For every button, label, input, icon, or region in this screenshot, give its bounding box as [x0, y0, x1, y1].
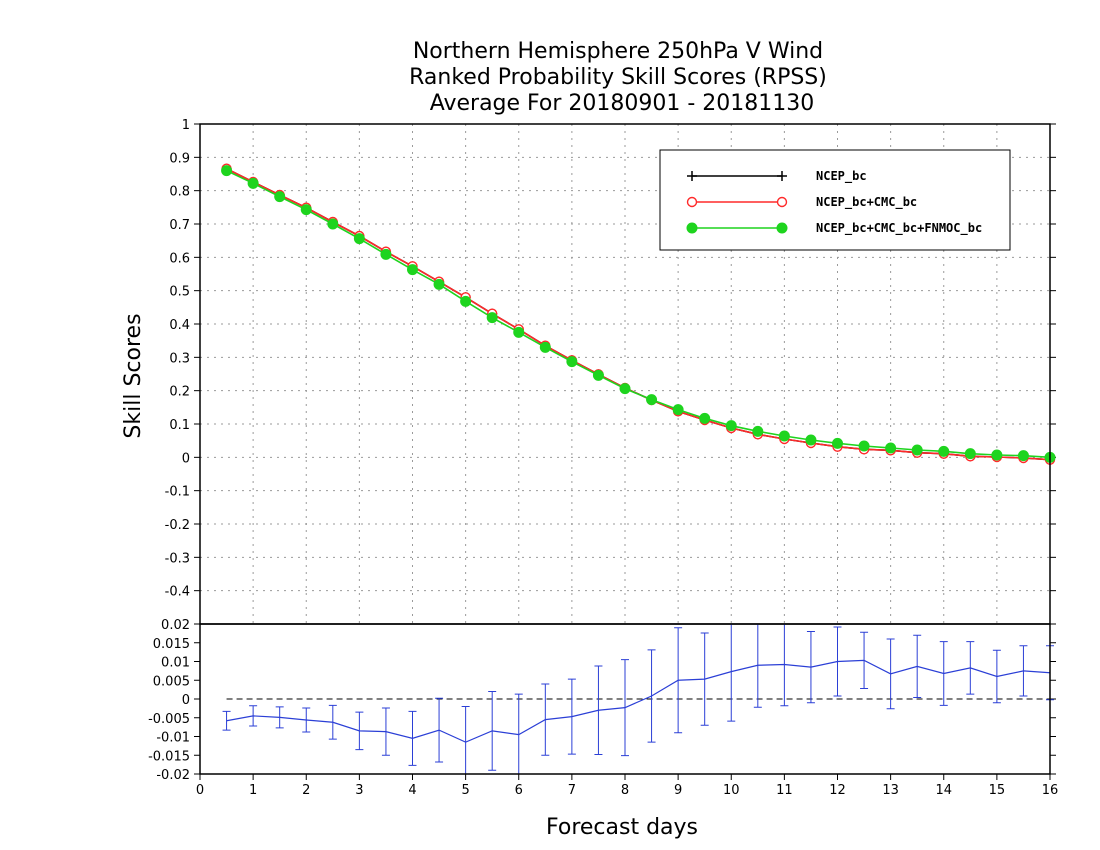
legend-label: NCEP_bc+CMC_bc: [816, 195, 917, 210]
y-tick-label: -0.1: [165, 485, 190, 500]
y-tick-label: 0.6: [169, 251, 190, 266]
series-point-filled: [300, 204, 312, 216]
series-point-filled: [725, 420, 737, 432]
series-point-filled: [885, 442, 897, 454]
x-tick-label: 16: [1042, 783, 1059, 798]
series-point-filled: [380, 248, 392, 260]
legend: NCEP_bc NCEP_bc+CMC_bc NCEP_bc+CMC_bc+FNMO…: [659, 149, 1011, 251]
title-line-3: Average For 20180901 - 20181130: [430, 91, 815, 116]
y-tick-label: 0.4: [169, 318, 190, 333]
y-tick-label: 0.2: [169, 385, 190, 400]
y-tick-label: 0.9: [169, 151, 190, 166]
series-point-filled: [327, 218, 339, 230]
diff-y-tick-label: -0.015: [148, 749, 190, 764]
diff-y-ticks: 0.02 0.015 0.01 0.005 0 -0.005 -0.01 -0.015 -0.0…: [148, 618, 1056, 783]
diff-y-tick-label: 0.005: [153, 674, 190, 689]
series-point-filled: [221, 165, 233, 177]
x-tick-label: 10: [723, 783, 740, 798]
difference-panel: 0.02 0.015 0.01 0.005 0 -0.005 -0.01 -0.015 -0.0…: [148, 618, 1056, 783]
x-tick-label: 12: [829, 783, 846, 798]
series-point-filled: [566, 356, 578, 368]
series-point-filled: [486, 312, 498, 324]
series-point-filled: [247, 177, 259, 189]
legend-item-0: NCEP_bc: [687, 169, 867, 184]
diff-y-tick-label: -0.005: [148, 712, 190, 727]
diff-y-tick-label: 0.01: [161, 656, 190, 671]
y-tick-label: 0: [182, 451, 190, 466]
x-tick-label: 7: [568, 783, 576, 798]
y-tick-label: 0.1: [169, 418, 190, 433]
error-bar: [727, 624, 736, 722]
x-tick-label: 4: [408, 783, 416, 798]
x-tick-label: 3: [355, 783, 363, 798]
x-tick-label: 15: [989, 783, 1006, 798]
title-line-1: Northern Hemisphere 250hPa V Wind: [413, 39, 823, 64]
series-point-filled: [274, 191, 286, 203]
x-tick-label: 9: [674, 783, 682, 798]
main-series-layer: [221, 163, 1056, 465]
legend-item-2: NCEP_bc+CMC_bc+FNMOC_bc: [686, 221, 982, 236]
legend-label: NCEP_bc: [816, 169, 867, 184]
series-point-filled: [964, 448, 976, 460]
x-tick-label: 1: [249, 783, 257, 798]
y-tick-label: -0.3: [165, 551, 190, 566]
error-bar: [461, 706, 470, 774]
diff-y-tick-label: 0.02: [161, 618, 190, 633]
series-point-filled: [938, 445, 950, 457]
series-point-filled: [407, 264, 418, 276]
y-tick-label: 0.8: [169, 185, 190, 200]
series-point-filled: [539, 341, 551, 353]
series-point-filled: [672, 404, 684, 416]
y-tick-label: -0.2: [165, 518, 190, 533]
series-point-filled: [353, 233, 365, 245]
series-point-filled: [619, 383, 631, 395]
x-tick-label: 6: [515, 783, 523, 798]
series-point-filled: [460, 295, 472, 307]
series-point-filled: [592, 369, 604, 381]
y-tick-label: 1: [182, 118, 190, 133]
diff-y-tick-label: 0.015: [153, 637, 190, 652]
x-tick-label: 13: [882, 783, 899, 798]
series-point-filled: [832, 437, 843, 449]
main-plot-panel: 1 0.9 0.8 0.7 0.6 0.5 0.4 0.3 0.2 0.1 0 -0.1 -0.2 -0.…: [165, 118, 1056, 625]
y-axis-label: Skill Scores: [121, 313, 146, 438]
x-tick-label: 8: [621, 783, 629, 798]
series-point-filled: [752, 425, 764, 437]
legend-box: [659, 149, 1011, 251]
series-point-filled: [991, 449, 1003, 461]
series-point-filled: [699, 412, 711, 424]
diff-y-tick-label: -0.02: [156, 768, 190, 783]
y-tick-label: 0.5: [169, 285, 190, 300]
legend-label: NCEP_bc+CMC_bc+FNMOC_bc: [816, 221, 982, 236]
x-tick-label: 0: [196, 783, 204, 798]
series-point-filled: [646, 394, 658, 406]
diff-series-line: [226, 659, 1051, 743]
y-tick-label: -0.4: [165, 585, 190, 600]
x-ticks: 0 1 2 3 4 5 6 7 8 9 10 11 12 13 14 15 16: [196, 774, 1058, 798]
y-tick-label: 0.7: [169, 218, 190, 233]
diff-series-layer: [222, 624, 1054, 774]
x-tick-label: 14: [935, 783, 952, 798]
series-point-filled: [778, 430, 790, 442]
x-tick-label: 2: [302, 783, 310, 798]
title-line-2: Ranked Probability Skill Scores (RPSS): [409, 65, 827, 90]
series-point-filled: [911, 444, 923, 456]
main-y-ticks: 1 0.9 0.8 0.7 0.6 0.5 0.4 0.3 0.2 0.1 0 -0.1 -0.2 -0.…: [165, 118, 1056, 600]
x-tick-label: 11: [776, 783, 793, 798]
series-point-filled: [433, 278, 445, 290]
series-point-filled: [1017, 450, 1029, 462]
diff-y-tick-label: -0.01: [156, 731, 190, 746]
series-point-filled: [858, 440, 870, 452]
diff-y-tick-label: 0: [182, 693, 190, 708]
x-axis-label: Forecast days: [546, 815, 698, 840]
y-tick-label: 0.3: [169, 351, 190, 366]
x-tick-label: 5: [461, 783, 469, 798]
series-point-filled: [805, 434, 817, 446]
chart-title: Northern Hemisphere 250hPa V Wind Ranked…: [409, 39, 827, 116]
series-point-filled: [513, 326, 525, 338]
legend-item-1: NCEP_bc+CMC_bc: [686, 195, 917, 210]
